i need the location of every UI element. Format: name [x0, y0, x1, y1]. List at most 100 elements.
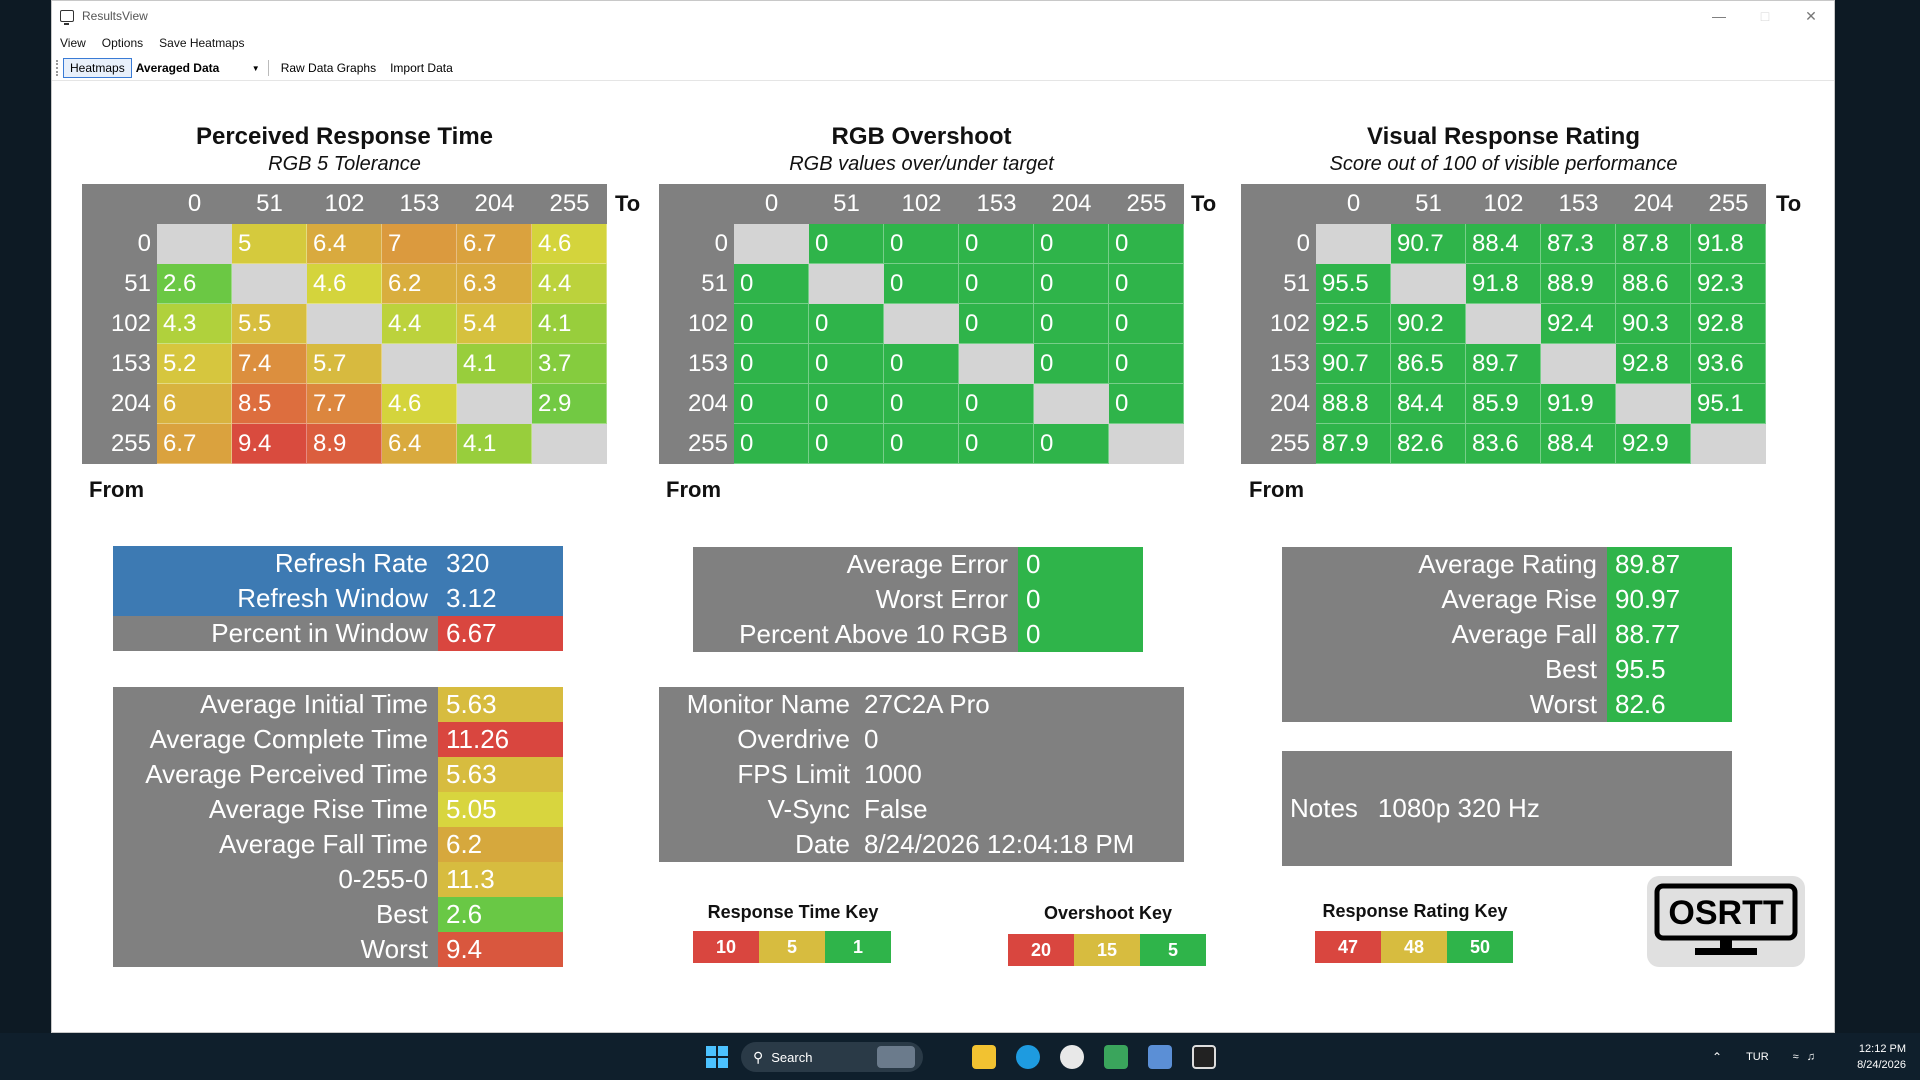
notes-value: 1080p 320 Hz — [1377, 793, 1540, 823]
clock-date: 8/24/2026 — [1857, 1059, 1906, 1071]
menu-view[interactable]: View — [60, 36, 86, 50]
heatmap-subtitle-overshoot: RGB values over/under target — [789, 153, 1054, 175]
heatmap-rating: 0 51 102 153 204 255 0 90.7 88.4 87.3 87.8 91.8 51 95… — [1241, 184, 1766, 464]
stat-label: Average Fall Time — [113, 827, 438, 862]
minimize-button[interactable]: — — [1712, 8, 1726, 24]
start-windows-icon[interactable] — [705, 1045, 729, 1069]
maximize-button[interactable]: □ — [1760, 8, 1770, 24]
heatmap-diagonal-cell — [959, 344, 1034, 384]
heatmap-cell: 4.4 — [532, 264, 607, 304]
heatmap-cell: 5.2 — [157, 344, 232, 384]
heatmap-cell: 83.6 — [1466, 424, 1541, 464]
heatmap-cell: 0 — [809, 304, 884, 344]
heatmap-cell: 7.7 — [307, 384, 382, 424]
heatmap-row-header: 51 — [82, 264, 157, 304]
stat-label: Average Error — [693, 547, 1018, 582]
edge-browser-icon[interactable] — [1016, 1045, 1040, 1069]
heatmap-corner — [1241, 184, 1316, 224]
heatmap-cell: 4.6 — [532, 224, 607, 264]
stat-row: Average Initial Time 5.63 — [113, 687, 563, 722]
heatmap-title-overshoot: RGB Overshoot — [831, 123, 1012, 150]
heatmap-cell: 9.4 — [232, 424, 307, 464]
heatmap-diagonal-cell — [884, 304, 959, 344]
heatmap-cell: 0 — [884, 344, 959, 384]
heatmap-cell: 0 — [884, 224, 959, 264]
osrtt-logo: OSRTT — [1647, 876, 1805, 967]
heatmap-diagonal-cell — [1109, 424, 1184, 464]
import-data-button[interactable]: Import Data — [390, 61, 453, 75]
heatmap-cell: 88.9 — [1541, 264, 1616, 304]
heatmap-column-header: 0 — [1316, 184, 1391, 224]
heatmap-cell: 88.8 — [1316, 384, 1391, 424]
axis-to-label: To — [1191, 191, 1217, 216]
stat-row: Best 2.6 — [113, 897, 563, 932]
heatmap-corner — [82, 184, 157, 224]
heatmap-column-header: 51 — [1391, 184, 1466, 224]
heatmap-cell: 6.4 — [307, 224, 382, 264]
app-green-icon[interactable] — [1104, 1045, 1128, 1069]
heatmap-cell: 6.3 — [457, 264, 532, 304]
menu-save-heatmaps[interactable]: Save Heatmaps — [159, 36, 245, 50]
heatmap-cell: 7.4 — [232, 344, 307, 384]
heatmap-cell: 6 — [157, 384, 232, 424]
taskbar-search[interactable]: ⚲ Search — [741, 1042, 923, 1072]
stat-label: Average Rise — [1282, 582, 1607, 617]
stat-value: 0 — [1018, 547, 1143, 582]
heatmap-diagonal-cell — [1541, 344, 1616, 384]
axis-from-label: From — [89, 477, 144, 502]
file-explorer-icon[interactable] — [972, 1045, 996, 1069]
heatmap-cell: 0 — [734, 384, 809, 424]
heatmap-column-header: 255 — [1691, 184, 1766, 224]
wifi-icon[interactable]: ≈ — [1792, 1050, 1799, 1063]
monitor-info-value: 1000 — [864, 759, 922, 789]
heatmap-cell: 5.5 — [232, 304, 307, 344]
heatmap-cell: 5.4 — [457, 304, 532, 344]
heatmap-row-header: 204 — [659, 384, 734, 424]
chevron-up-icon[interactable]: ⌃ — [1712, 1049, 1723, 1064]
stat-label: Refresh Window — [113, 581, 438, 616]
monitor-info-row: V-Sync False — [659, 792, 1184, 827]
taskbar-clock[interactable]: 12:12 PM 8/24/2026 — [1857, 1041, 1906, 1073]
stat-label: Average Rating — [1282, 547, 1607, 582]
data-mode-select[interactable]: Averaged Data ▼ — [132, 61, 264, 75]
volume-icon[interactable]: ♫ — [1806, 1050, 1815, 1063]
error-stats-table: Average Error 0 Worst Error 0 Percent Above … — [693, 547, 1143, 652]
heatmap-column-header: 255 — [1109, 184, 1184, 224]
key-cell: 20 — [1008, 934, 1074, 966]
stat-value: 88.77 — [1607, 617, 1732, 652]
stat-value: 5.63 — [438, 687, 563, 722]
stat-value: 3.12 — [438, 581, 563, 616]
stat-value: 6.67 — [438, 616, 563, 651]
heatmap-cell: 95.1 — [1691, 384, 1766, 424]
heatmap-cell: 88.4 — [1466, 224, 1541, 264]
heatmap-diagonal-cell — [734, 224, 809, 264]
heatmap-diagonal-cell — [1466, 304, 1541, 344]
heatmap-column-header: 153 — [959, 184, 1034, 224]
monitor-info-label: FPS Limit — [737, 759, 850, 789]
heatmap-column-header: 255 — [532, 184, 607, 224]
data-mode-value: Averaged Data — [135, 61, 220, 75]
logo-text: OSRTT — [1668, 894, 1783, 932]
stat-row: Worst Error 0 — [693, 582, 1143, 617]
heatmap-cell: 92.8 — [1691, 304, 1766, 344]
heatmap-cell: 0 — [1034, 264, 1109, 304]
stat-row: Average Rise 90.97 — [1282, 582, 1732, 617]
heatmap-cell: 92.8 — [1616, 344, 1691, 384]
tab-heatmaps[interactable]: Heatmaps — [63, 58, 132, 78]
close-button[interactable]: ✕ — [1805, 7, 1817, 24]
app-blue-icon[interactable] — [1148, 1045, 1172, 1069]
menu-options[interactable]: Options — [101, 36, 144, 50]
raw-data-graphs-button[interactable]: Raw Data Graphs — [280, 61, 377, 75]
heatmap-column-header: 102 — [307, 184, 382, 224]
clock-app-icon[interactable] — [1060, 1045, 1084, 1069]
search-icon: ⚲ — [753, 1048, 764, 1065]
osrtt-app-icon[interactable] — [1192, 1045, 1216, 1069]
key-cell: 5 — [759, 931, 825, 963]
time-stats-table: Average Initial Time 5.63 Average Complete… — [113, 687, 563, 967]
toolbar-grip[interactable] — [56, 60, 61, 76]
heatmap-cell: 82.6 — [1391, 424, 1466, 464]
heatmap-cell: 8.9 — [307, 424, 382, 464]
language-indicator[interactable]: TUR — [1746, 1050, 1769, 1063]
stat-label: Average Perceived Time — [113, 757, 438, 792]
heatmap-cell: 0 — [884, 384, 959, 424]
